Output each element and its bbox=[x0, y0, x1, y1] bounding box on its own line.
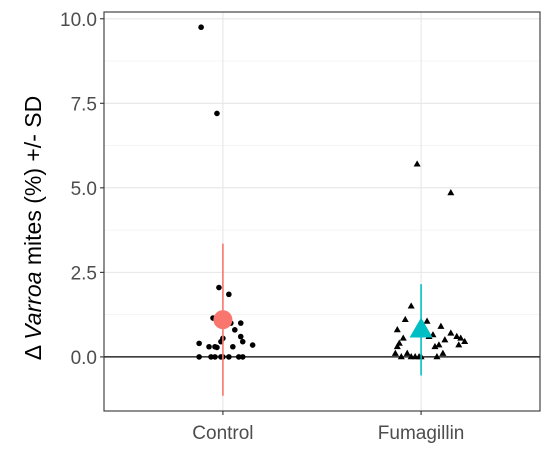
data-point bbox=[393, 342, 401, 350]
data-point bbox=[413, 160, 421, 167]
data-point bbox=[226, 291, 232, 298]
data-point bbox=[230, 343, 236, 350]
data-point bbox=[196, 340, 202, 347]
mean-marker bbox=[409, 317, 433, 338]
data-point bbox=[455, 341, 463, 348]
data-point bbox=[435, 341, 443, 348]
data-point bbox=[216, 284, 222, 291]
y-axis: 0.0 2.5 5.0 7.5 10.0 bbox=[60, 10, 104, 369]
x-tick-label-fumagillin: Fumagillin bbox=[378, 423, 465, 444]
chart-marks bbox=[196, 24, 469, 396]
y-axis-title: Δ Varroa mites (%) +/- SD bbox=[20, 96, 46, 360]
x-tick-label-control: Control bbox=[192, 423, 253, 444]
data-point bbox=[403, 349, 411, 356]
y-tick-label: 0.0 bbox=[71, 348, 97, 369]
y-axis-title-italic: Varroa bbox=[20, 272, 46, 340]
data-point bbox=[239, 354, 246, 360]
data-point bbox=[401, 315, 409, 323]
data-point bbox=[437, 322, 445, 329]
mean-marker bbox=[213, 310, 233, 330]
y-axis-title-prefix: Δ bbox=[20, 340, 46, 360]
data-point bbox=[239, 338, 246, 345]
data-point bbox=[391, 349, 399, 356]
data-point bbox=[237, 320, 244, 326]
data-point bbox=[423, 317, 431, 324]
y-tick-label: 2.5 bbox=[71, 263, 97, 284]
data-point bbox=[214, 110, 220, 117]
data-point bbox=[433, 353, 441, 360]
data-point bbox=[237, 333, 244, 340]
data-point bbox=[249, 342, 256, 348]
y-axis-title-suffix: mites (%) +/- SD bbox=[20, 96, 46, 272]
data-point bbox=[232, 327, 238, 333]
data-point bbox=[399, 334, 407, 341]
data-point bbox=[441, 336, 449, 343]
plot-panel-border bbox=[103, 11, 541, 412]
data-point bbox=[453, 332, 461, 339]
data-point bbox=[196, 354, 202, 360]
data-point bbox=[206, 343, 212, 350]
data-point bbox=[461, 337, 469, 345]
data-point bbox=[226, 354, 232, 360]
data-point bbox=[214, 344, 220, 351]
y-tick-label: 10.0 bbox=[60, 10, 97, 31]
data-point bbox=[198, 24, 204, 31]
data-point bbox=[393, 326, 401, 333]
y-tick-label: 5.0 bbox=[71, 179, 97, 200]
data-point bbox=[407, 302, 415, 309]
series-control bbox=[196, 24, 256, 396]
data-point bbox=[212, 354, 218, 360]
data-point bbox=[397, 353, 405, 360]
data-point bbox=[235, 354, 242, 360]
data-point bbox=[447, 329, 455, 336]
data-point bbox=[439, 349, 447, 356]
grid-lines bbox=[104, 12, 540, 411]
data-point bbox=[431, 342, 439, 350]
data-point bbox=[457, 334, 465, 341]
x-axis: Control Fumagillin bbox=[192, 411, 464, 444]
series-fumagillin bbox=[391, 160, 469, 376]
data-point bbox=[447, 189, 455, 196]
data-point bbox=[208, 354, 214, 360]
y-tick-label: 7.5 bbox=[71, 94, 97, 115]
